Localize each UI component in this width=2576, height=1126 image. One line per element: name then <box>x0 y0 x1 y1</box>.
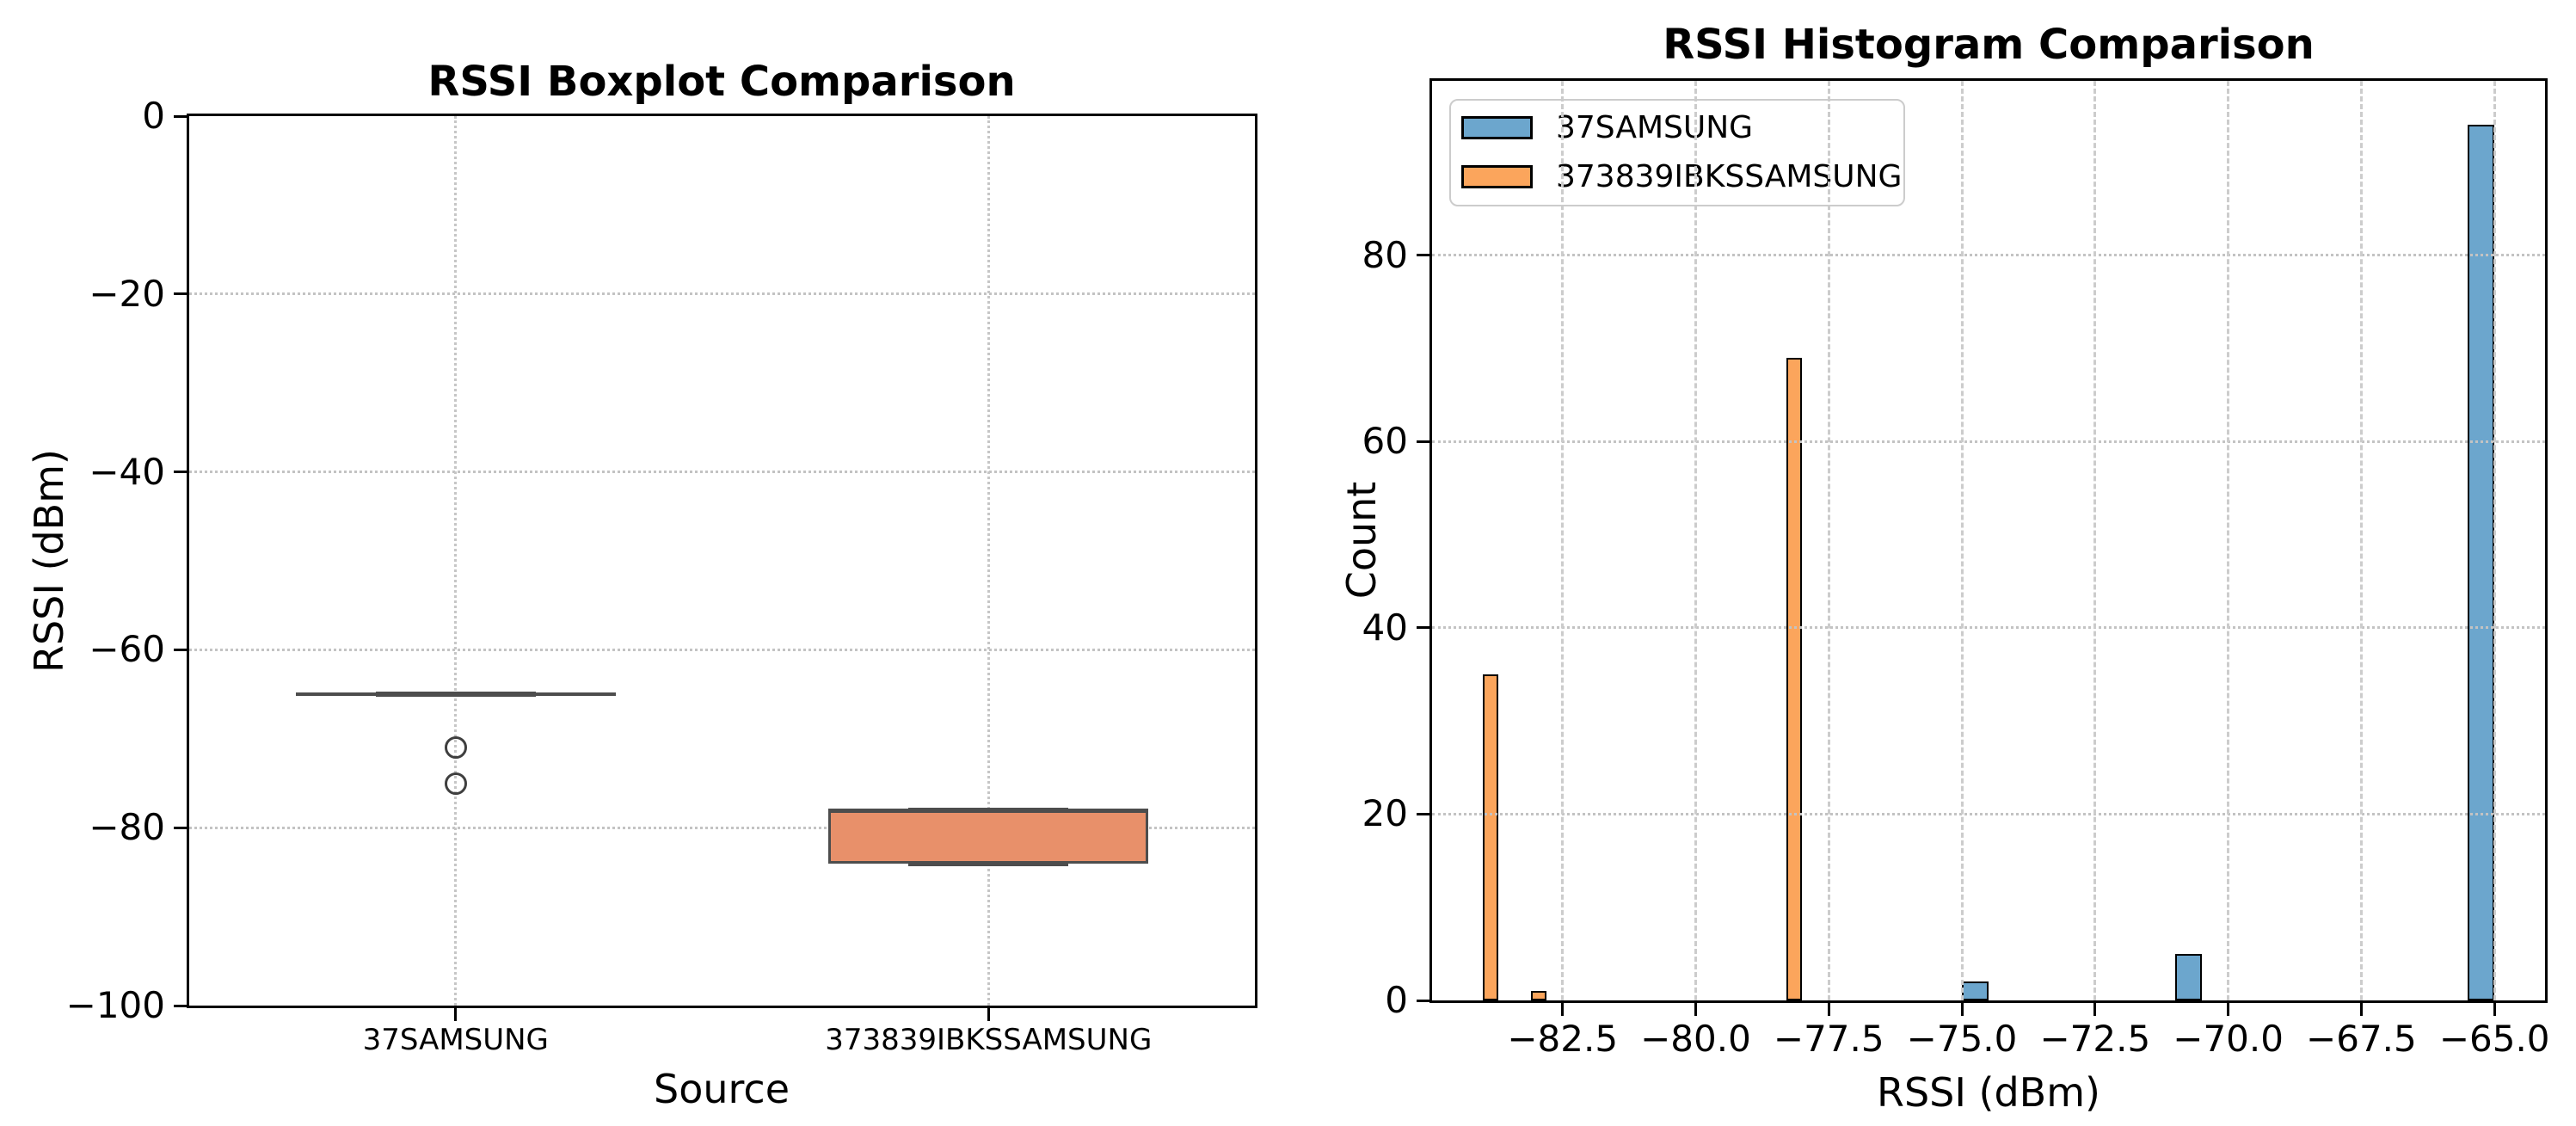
y-tick-mark <box>174 1004 187 1007</box>
whisker-cap <box>908 807 1069 813</box>
x-tick-label: −82.5 <box>1507 1018 1619 1060</box>
y-tick-mark <box>174 114 187 118</box>
whisker-cap <box>908 860 1069 866</box>
gridline-vertical <box>1827 81 1830 1000</box>
y-tick-label: −20 <box>89 272 165 315</box>
y-tick-mark <box>1417 999 1429 1002</box>
legend: 37SAMSUNG 373839IBKSSAMSUNG <box>1449 99 1905 206</box>
y-tick-label: −80 <box>89 806 165 849</box>
x-tick-label: −70.0 <box>2173 1018 2284 1060</box>
y-tick-mark <box>1417 440 1429 443</box>
legend-swatch-37samsung <box>1461 116 1533 139</box>
x-tick-mark <box>2359 1003 2363 1016</box>
histogram-bar-37samsung <box>2174 953 2202 1000</box>
gridline-vertical <box>1694 81 1697 1000</box>
x-tick-mark <box>1561 1003 1565 1016</box>
y-tick-mark <box>174 471 187 474</box>
gridline-vertical <box>1561 81 1565 1000</box>
gridline-vertical <box>2359 81 2363 1000</box>
gridline-horizontal <box>189 292 1255 296</box>
gridline-vertical <box>2493 81 2496 1000</box>
outlier-point <box>444 772 467 795</box>
x-tick-label: −75.0 <box>1906 1018 2018 1060</box>
outlier-point <box>444 736 467 760</box>
gridline-horizontal <box>1432 440 2545 443</box>
boxplot-x-axis-label: Source <box>654 1066 790 1112</box>
x-tick-label: −65.0 <box>2438 1018 2550 1060</box>
y-tick-mark <box>1417 254 1429 257</box>
y-tick-label: 60 <box>1362 420 1408 463</box>
gridline-horizontal <box>189 648 1255 651</box>
x-tick-label-category: 373839IBKSSAMSUNG <box>825 1023 1153 1057</box>
gridline-vertical <box>2227 81 2230 1000</box>
x-tick-mark <box>2227 1003 2230 1016</box>
y-tick-label: −60 <box>89 628 165 671</box>
x-tick-mark <box>987 1008 990 1021</box>
x-tick-label: −80.0 <box>1640 1018 1751 1060</box>
histogram-bar-37samsung <box>1962 981 1989 1000</box>
y-tick-label: 40 <box>1362 606 1408 649</box>
histogram-bar-373839ibkssamsung <box>1530 991 1547 1000</box>
y-tick-label: 80 <box>1362 233 1408 276</box>
x-tick-mark <box>454 1008 458 1021</box>
legend-swatch-373839ibkssamsung <box>1461 165 1533 188</box>
histogram-bar-373839ibkssamsung <box>1482 674 1499 1000</box>
x-tick-mark <box>1694 1003 1697 1016</box>
legend-label: 37SAMSUNG <box>1556 109 1754 145</box>
gridline-horizontal <box>1432 254 2545 257</box>
histogram-bar-373839ibkssamsung <box>1786 357 1803 1000</box>
gridline-vertical <box>454 116 458 1006</box>
gridline-horizontal <box>189 471 1255 474</box>
gridline-horizontal <box>1432 626 2545 630</box>
gridline-vertical <box>1960 81 1964 1000</box>
y-tick-label: −100 <box>65 984 165 1026</box>
y-tick-mark <box>1417 812 1429 815</box>
x-tick-label: −77.5 <box>1773 1018 1884 1060</box>
y-tick-mark <box>1417 626 1429 630</box>
histogram-bar-37samsung <box>2468 124 2495 1000</box>
histogram-title: RSSI Histogram Comparison <box>1663 21 2315 69</box>
histogram-plot-area: 37SAMSUNG 373839IBKSSAMSUNG <box>1429 78 2548 1003</box>
y-tick-label: 0 <box>1385 979 1408 1021</box>
boxplot-title: RSSI Boxplot Comparison <box>427 58 1016 106</box>
x-tick-label-category: 37SAMSUNG <box>362 1023 549 1057</box>
y-tick-label: −40 <box>89 450 165 493</box>
whisker-cap <box>375 692 536 698</box>
boxplot-y-axis-label: RSSI (dBm) <box>26 448 72 674</box>
x-tick-mark <box>2493 1003 2496 1016</box>
x-tick-mark <box>1827 1003 1830 1016</box>
legend-label: 373839IBKSSAMSUNG <box>1556 158 1903 194</box>
y-tick-mark <box>174 292 187 296</box>
y-tick-mark <box>174 826 187 829</box>
x-tick-label: −72.5 <box>2039 1018 2151 1060</box>
gridline-vertical <box>987 116 990 1006</box>
boxplot-plot-area <box>187 114 1257 1008</box>
gridline-vertical <box>2093 81 2097 1000</box>
gridline-horizontal <box>1432 812 2545 815</box>
y-tick-label: 0 <box>142 95 165 137</box>
x-tick-mark <box>1960 1003 1964 1016</box>
x-tick-mark <box>2093 1003 2097 1016</box>
histogram-x-axis-label: RSSI (dBm) <box>1876 1069 2101 1116</box>
gridline-horizontal <box>189 826 1255 829</box>
box <box>828 809 1149 864</box>
y-tick-mark <box>174 648 187 651</box>
x-tick-label: −67.5 <box>2306 1018 2417 1060</box>
histogram-y-axis-label: Count <box>1338 481 1385 600</box>
y-tick-label: 20 <box>1362 792 1408 835</box>
